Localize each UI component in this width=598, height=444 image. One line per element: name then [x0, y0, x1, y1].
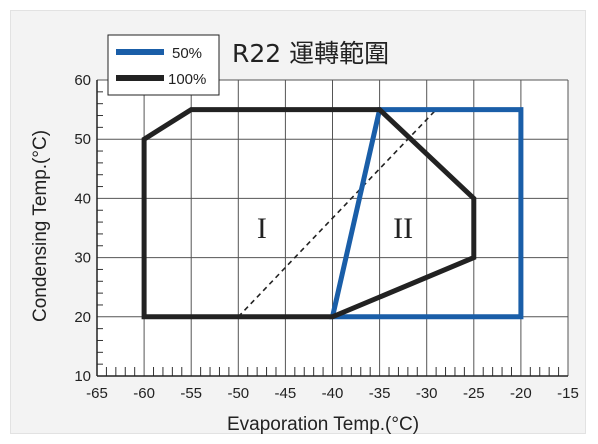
y-tick-label: 40: [74, 190, 91, 207]
axes: [96, 80, 568, 377]
x-tick-label: -25: [463, 385, 485, 402]
x-tick-label: -15: [557, 385, 579, 402]
y-tick-label: 10: [74, 368, 91, 385]
x-tick-label: -50: [227, 385, 249, 402]
y-tick-label: 60: [74, 72, 91, 89]
y-axis-title: Condensing Temp.(°C): [30, 130, 51, 322]
x-tick-label: -35: [369, 385, 391, 402]
region-label-2: II: [393, 212, 413, 245]
dividing-dashed-line: [237, 109, 437, 318]
region-label-1: I: [257, 212, 267, 245]
minor-ticks: [97, 91, 560, 376]
legend-label-50: 50%: [172, 45, 202, 62]
x-axis-title: Evaporation Temp.(°C): [227, 414, 419, 435]
legend-box: [107, 34, 220, 96]
x-tick-label: -45: [275, 385, 297, 402]
legend: 50% 100%: [107, 34, 220, 96]
y-tick-label: 20: [74, 309, 91, 326]
x-tick-label: -40: [322, 385, 344, 402]
series-outline-50pct: [329, 107, 524, 320]
chart-title: R22 運轉範圍: [232, 39, 389, 68]
x-tick-label: -65: [86, 385, 108, 402]
legend-label-100: 100%: [168, 71, 206, 88]
y-tick-label: 50: [74, 131, 91, 148]
grid: [96, 79, 569, 377]
x-tick-label: -55: [180, 385, 202, 402]
series-outline-100pct: [141, 107, 477, 320]
series-layer: [141, 107, 524, 320]
x-tick-label: -20: [510, 385, 532, 402]
x-tick-label: -60: [133, 385, 155, 402]
labels: -65 -60 -55 -50 -45 -40 -35 -30 -25 -20 -15 10 20 30 4…: [74, 72, 579, 402]
y-tick-label: 30: [74, 250, 91, 267]
x-tick-label: -30: [416, 385, 438, 402]
